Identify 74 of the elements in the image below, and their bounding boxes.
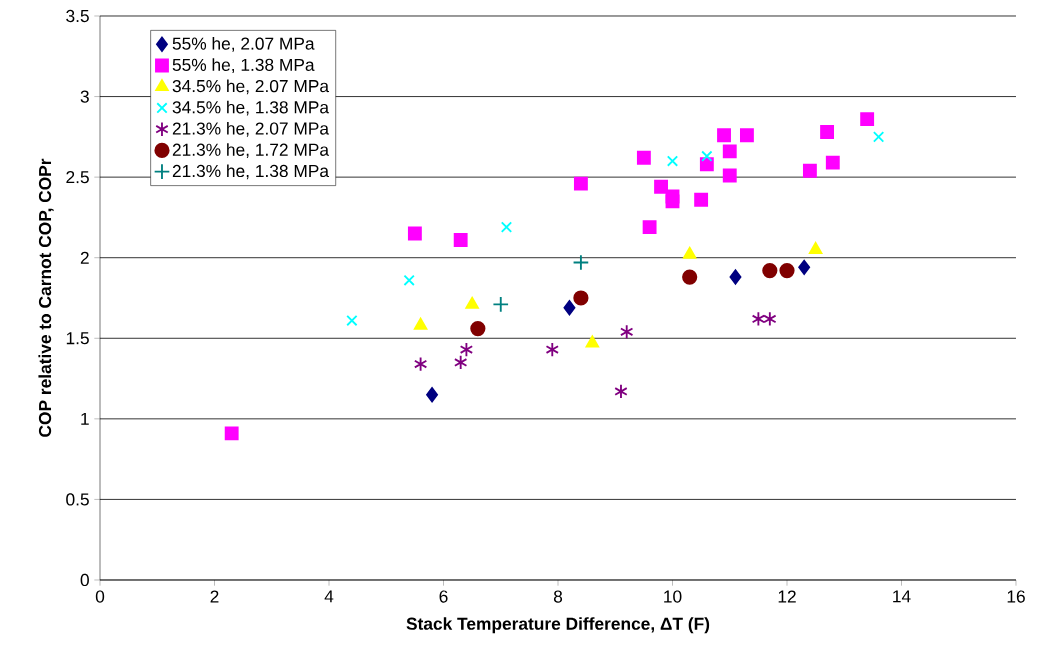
point [860,112,875,127]
point [666,155,679,167]
point [722,144,737,159]
y-tick-label: 3 [80,90,89,103]
point [642,220,657,235]
point [802,163,817,178]
y-tick-label: 2 [80,251,89,264]
y-tick-label: 0 [80,573,89,587]
y-tick-label: 2.5 [66,171,89,184]
legend-label: 21.3% he, 1.38 MPa [172,164,330,180]
x-tick-label: 0 [95,590,105,603]
legend-label: 21.3% he, 1.72 MPa [172,143,330,158]
y-tick-label: 0.5 [66,493,89,506]
point [459,341,474,358]
point [407,226,422,241]
point [453,354,468,371]
point [694,192,709,207]
point [779,262,795,279]
point [465,296,479,309]
point [722,168,737,183]
x-tick-label: 14 [893,590,911,603]
y-tick-label: 1 [81,412,89,425]
point [808,242,823,254]
point [717,128,731,143]
x-tick-label: 16 [1007,590,1025,603]
y-tick-label: 3.5 [66,9,89,23]
point [224,426,239,441]
point [751,311,766,327]
point [413,317,428,330]
point [346,314,358,327]
point [453,233,468,247]
x-tick-label: 12 [778,590,796,603]
point [699,157,714,172]
point [682,269,698,285]
legend-label: 34.5% he, 1.38 MPa [172,100,330,116]
point [636,150,651,165]
legend-label: 55% he, 2.07 MPa [172,37,315,52]
point [762,262,778,279]
legend-label: 34.5% he, 2.07 MPa [172,79,330,95]
point [563,300,576,316]
x-tick-label: 6 [439,590,448,603]
legend-label: 21.3% he, 2.07 MPa [172,121,330,137]
legend-label: 55% he, 1.38 MPa [172,58,315,74]
x-tick-label: 10 [664,590,682,603]
point [413,356,428,372]
point [654,179,668,194]
x-tick-label: 8 [553,590,563,603]
x-axis-title: Stack Temperature Difference, ΔT (F) [406,617,710,634]
y-axis-title: COP relative to Carnot COP, COPr [38,158,54,437]
point [820,125,835,139]
point [701,150,713,162]
point [573,176,588,191]
point [825,155,840,170]
point [572,254,590,271]
point [682,246,697,259]
point [763,311,777,327]
point [619,324,634,340]
point [492,296,510,313]
point [729,269,742,285]
y-tick-label: 1.5 [66,332,89,345]
point [614,383,628,400]
point [500,221,513,233]
point [798,259,811,275]
point [573,290,589,306]
x-tick-label: 2 [210,590,219,603]
point [403,274,415,286]
point [426,387,438,403]
point [872,131,885,143]
point [665,194,680,209]
point [585,335,600,348]
point [545,341,559,358]
point [470,321,486,337]
x-tick-label: 4 [324,590,334,603]
point [739,128,754,143]
